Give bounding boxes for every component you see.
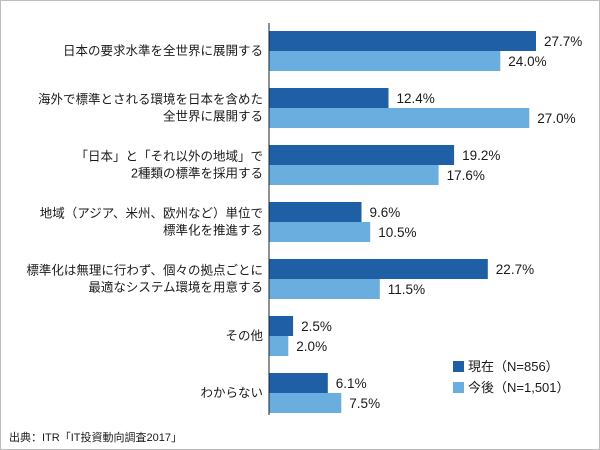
source-note: 出典：ITR「IT投資動向調査2017」: [9, 432, 182, 444]
bar-future: [269, 222, 371, 242]
bar-future: [269, 165, 439, 185]
category-label: 全世界に展開する: [163, 109, 263, 124]
category-labels: 日本の要求水準を全世界に展開する海外で標準とされる環境を日本を含めた全世界に展開…: [26, 43, 263, 400]
category-label: 海外で標準とされる環境を日本を含めた: [38, 92, 263, 107]
category-label: 地域（アジア、米州、欧州など）単位で: [40, 206, 263, 221]
bar-current: [269, 31, 536, 51]
value-label: 10.5%: [378, 225, 416, 240]
bar-future: [269, 108, 530, 128]
category-label: 2種類の標準を採用する: [131, 166, 263, 181]
bars: [269, 31, 536, 413]
legend: 現在（N=856） 今後（N=1,501）: [453, 359, 570, 395]
category-label: 最適なシステム環境を用意する: [88, 280, 263, 295]
legend-label: 現在（N=856）: [468, 359, 559, 374]
bar-current: [269, 145, 455, 165]
bar-current: [269, 202, 362, 222]
bar-future: [269, 336, 289, 356]
legend-swatch: [453, 361, 464, 372]
value-label: 27.7%: [544, 34, 582, 49]
value-label: 2.0%: [296, 339, 327, 354]
legend-label: 今後（N=1,501）: [468, 380, 570, 395]
value-labels: 27.7% 24.0% 12.4% 27.0% 19.2% 17.6% 9.6% 10.5% 2…: [296, 34, 582, 411]
value-label: 17.6%: [447, 168, 485, 183]
value-label: 22.7%: [496, 262, 534, 277]
value-label: 7.5%: [349, 396, 380, 411]
category-label: 標準化は無理に行わず、個々の拠点ごとに: [26, 263, 263, 278]
value-label: 11.5%: [388, 282, 425, 297]
bar-current: [269, 316, 294, 336]
legend-swatch: [453, 382, 464, 393]
category-label: 「日本」と「それ以外の地域」で: [75, 150, 263, 164]
value-label: 9.6%: [370, 205, 401, 220]
value-label: 27.0%: [537, 111, 575, 126]
category-label: その他: [225, 329, 263, 343]
value-label: 2.5%: [301, 319, 332, 334]
value-label: 6.1%: [336, 376, 367, 391]
category-label: わからない: [200, 386, 263, 400]
bar-current: [269, 88, 389, 108]
bar-current: [269, 373, 328, 393]
category-label: 日本の要求水準を全世界に展開する: [63, 43, 263, 58]
bar-future: [269, 393, 342, 413]
bar-future: [269, 279, 380, 299]
value-label: 19.2%: [462, 148, 500, 163]
category-label: 標準化を推進する: [163, 223, 263, 238]
value-label: 12.4%: [397, 91, 435, 106]
value-label: 24.0%: [508, 54, 546, 69]
bar-future: [269, 51, 501, 71]
bar-current: [269, 259, 488, 279]
